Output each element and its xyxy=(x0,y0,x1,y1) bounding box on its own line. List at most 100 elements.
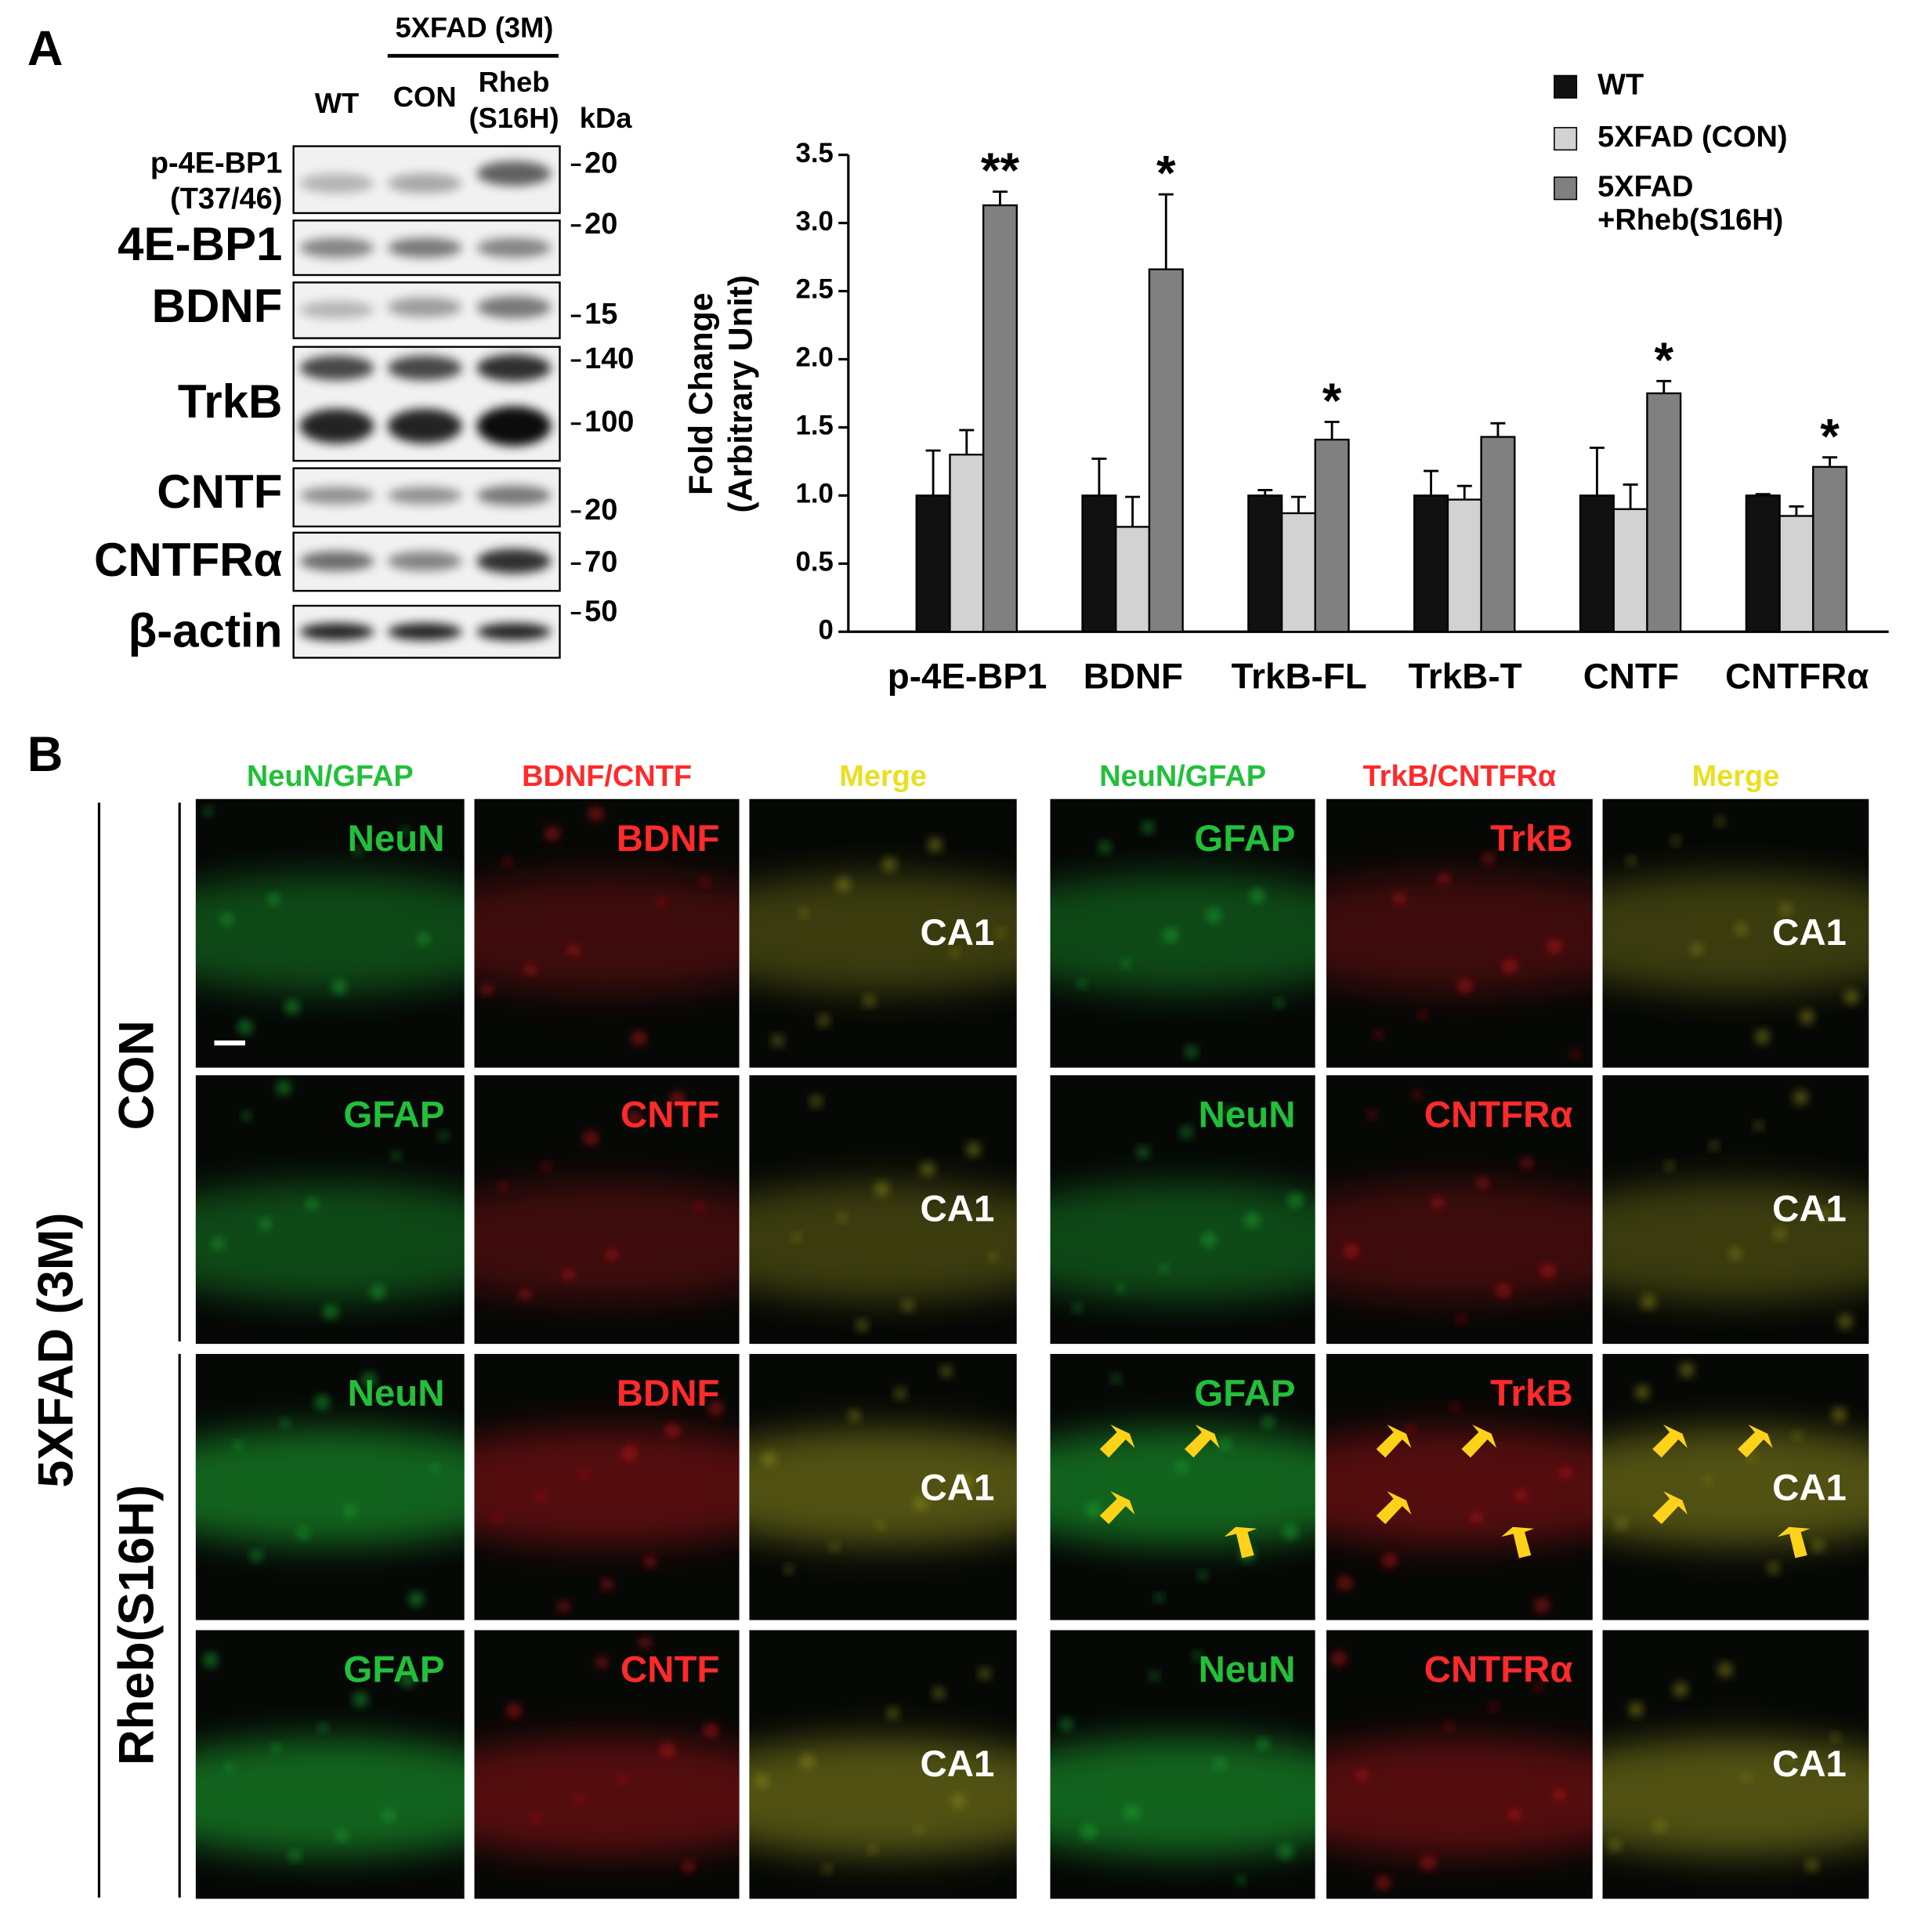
blot-band xyxy=(299,355,374,381)
cell xyxy=(286,1001,298,1014)
micrograph xyxy=(749,798,1017,1068)
arrow xyxy=(1376,1424,1412,1458)
cell xyxy=(1483,853,1494,863)
error-bar xyxy=(1091,458,1107,496)
cell xyxy=(1754,1122,1763,1130)
tissue-band xyxy=(1050,1428,1315,1546)
x-tick-label: CNTF xyxy=(1583,656,1679,696)
blot-band xyxy=(387,551,462,571)
cell xyxy=(354,847,362,855)
tissue-band xyxy=(1050,874,1315,993)
cell xyxy=(666,1424,679,1437)
tile-content xyxy=(1326,1075,1593,1345)
cell xyxy=(1571,1050,1579,1059)
lane-label: (S16H) xyxy=(469,102,559,134)
tile-content xyxy=(1326,1630,1593,1899)
tile-label: CA1 xyxy=(1772,1189,1847,1230)
column-header: Merge xyxy=(1692,760,1780,793)
cell xyxy=(225,1764,233,1772)
marker-label: 70 xyxy=(584,545,617,578)
bar xyxy=(1612,508,1648,633)
cell xyxy=(204,807,212,816)
bar xyxy=(1081,494,1117,633)
cell xyxy=(997,929,1005,937)
tile-content xyxy=(1602,798,1869,1068)
tile-content xyxy=(195,1630,465,1899)
row-label: (T37/46) xyxy=(170,183,282,215)
cell xyxy=(1263,1417,1274,1428)
tile-label: GFAP xyxy=(1194,1373,1295,1414)
tissue-band xyxy=(474,874,740,993)
cell xyxy=(272,1743,280,1752)
cell xyxy=(1781,904,1791,914)
blot-band xyxy=(387,237,462,258)
cell xyxy=(1496,1381,1504,1389)
y-tick-label: 1.0 xyxy=(796,480,834,509)
significance: * xyxy=(1322,374,1342,429)
arrow xyxy=(1376,1491,1412,1525)
micrograph xyxy=(474,798,740,1068)
error-bar xyxy=(959,429,975,455)
tissue-band xyxy=(1326,1737,1593,1856)
tissue-band xyxy=(1050,1182,1315,1301)
row-label: Rheb(S16H) xyxy=(109,1485,164,1765)
column-header: Merge xyxy=(839,760,927,793)
cell xyxy=(581,1470,588,1478)
cell xyxy=(645,1557,656,1567)
blot-band xyxy=(299,301,374,319)
y-tick-label: 0 xyxy=(819,615,834,645)
marker-label: 140 xyxy=(584,342,634,375)
cell xyxy=(1503,960,1516,972)
cell xyxy=(883,858,895,871)
cell xyxy=(1710,1142,1718,1150)
cell xyxy=(1193,1652,1202,1660)
tile-label: NeuN xyxy=(348,818,445,860)
row-label: 4E-BP1 xyxy=(118,218,282,270)
cell xyxy=(823,1865,831,1873)
tile-label: NeuN xyxy=(1199,1649,1296,1691)
bar xyxy=(1480,436,1516,633)
cell xyxy=(1497,1284,1510,1298)
cell xyxy=(1073,1304,1082,1312)
cell xyxy=(830,1543,839,1551)
blot-band xyxy=(387,408,462,443)
error-bar xyxy=(925,449,941,496)
cell xyxy=(431,1464,439,1472)
cell xyxy=(576,1794,584,1803)
tile-label: BDNF xyxy=(617,1373,720,1414)
tile-content xyxy=(749,1630,1017,1899)
cell xyxy=(1630,1703,1643,1716)
cell xyxy=(289,1850,300,1861)
cell xyxy=(1220,1439,1230,1450)
unit-label: kDa xyxy=(580,102,632,134)
x-tick-label: CNTFRα xyxy=(1725,656,1869,696)
lane-label: WT xyxy=(315,87,360,119)
cell xyxy=(1237,1876,1245,1884)
micrograph xyxy=(749,1630,1017,1899)
cell xyxy=(363,1374,375,1386)
blot-band xyxy=(299,237,374,258)
cell xyxy=(818,1015,829,1026)
cell xyxy=(877,1521,885,1529)
cell xyxy=(1560,1468,1571,1478)
tile-content xyxy=(195,1075,465,1345)
error-bar xyxy=(1755,493,1771,496)
cell xyxy=(838,1214,846,1222)
cell xyxy=(1125,1805,1138,1819)
tile-content xyxy=(749,798,1017,1068)
cell xyxy=(1374,1030,1383,1038)
error-bar xyxy=(1424,469,1439,496)
cell xyxy=(811,1096,822,1106)
bar xyxy=(1745,494,1781,633)
cell xyxy=(568,945,579,955)
cell xyxy=(259,1218,270,1229)
cell xyxy=(508,1704,520,1718)
cell xyxy=(1250,889,1264,902)
cell xyxy=(401,827,409,835)
cell xyxy=(888,1707,899,1718)
arrow xyxy=(1777,1526,1811,1558)
cell xyxy=(280,1419,289,1428)
x-tick-label: TrkB-FL xyxy=(1232,656,1367,696)
legend-label: 5XFAD +Rheb(S16H) xyxy=(1597,170,1783,237)
cell xyxy=(921,1163,934,1176)
